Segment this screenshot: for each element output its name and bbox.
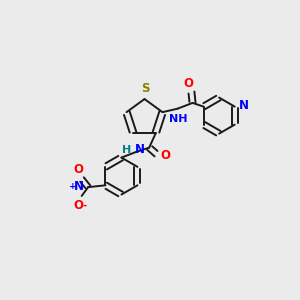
Text: NH: NH: [169, 115, 187, 124]
Text: N: N: [74, 180, 84, 193]
Text: O: O: [74, 199, 83, 212]
Text: O: O: [74, 163, 83, 176]
Text: S: S: [141, 82, 150, 95]
Text: N: N: [135, 143, 145, 157]
Text: -: -: [82, 201, 86, 211]
Text: O: O: [184, 76, 194, 89]
Text: O: O: [160, 148, 170, 161]
Text: H: H: [122, 145, 131, 155]
Text: +: +: [69, 182, 77, 191]
Text: N: N: [239, 99, 249, 112]
